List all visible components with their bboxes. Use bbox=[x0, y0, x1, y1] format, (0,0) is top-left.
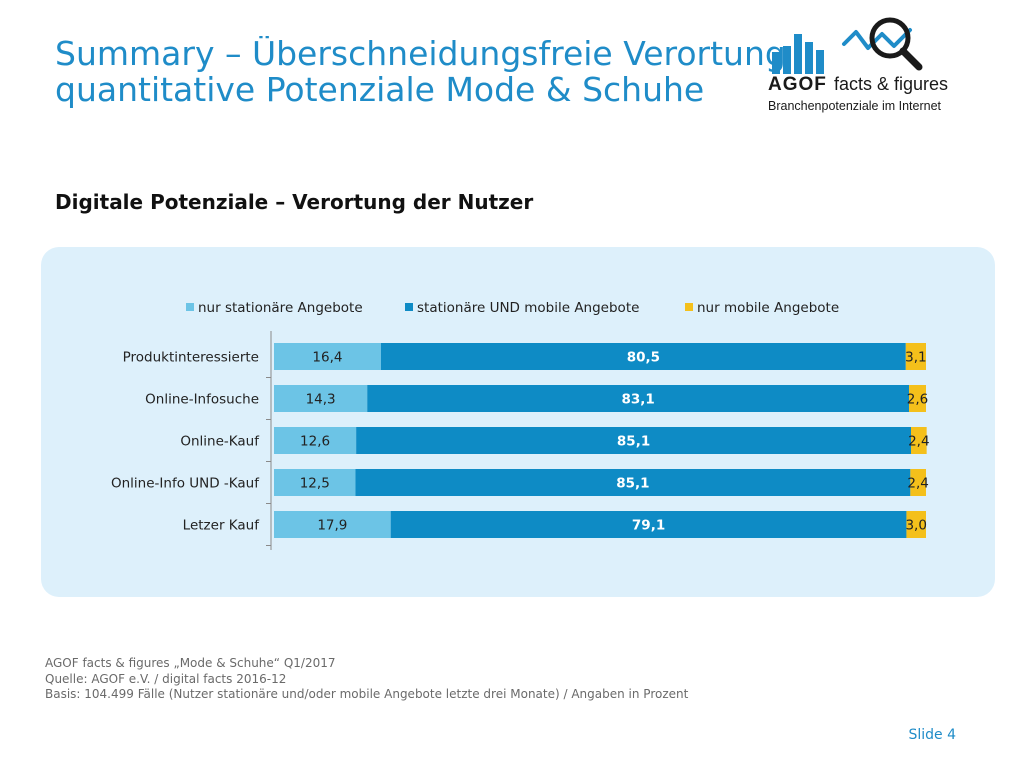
legend-swatch-3 bbox=[685, 303, 693, 311]
bar-segment-3 bbox=[911, 427, 927, 454]
chart-subtitle: Digitale Potenziale – Verortung der Nutz… bbox=[55, 190, 534, 214]
bar-segment-2 bbox=[367, 385, 910, 412]
data-label: 12,6 bbox=[300, 434, 330, 450]
data-label: 17,9 bbox=[317, 518, 347, 534]
legend-label-3: nur mobile Angebote bbox=[697, 300, 839, 316]
bar-segment-1 bbox=[274, 343, 381, 370]
data-label: 14,3 bbox=[306, 392, 336, 408]
data-label: 2,6 bbox=[907, 392, 928, 408]
logo-caption: Branchenpotenziale im Internet bbox=[768, 99, 942, 113]
source-line-3: Basis: 104.499 Fälle (Nutzer stationäre … bbox=[45, 687, 689, 701]
logo-bars-icon bbox=[772, 34, 824, 74]
legend-label-1: nur stationäre Angebote bbox=[198, 300, 363, 316]
category-label: Produktinteressierte bbox=[123, 350, 259, 366]
data-label: 83,1 bbox=[621, 392, 654, 408]
bar-segment-1 bbox=[274, 469, 356, 496]
bar-segment-2 bbox=[356, 427, 912, 454]
category-label: Letzer Kauf bbox=[183, 518, 261, 534]
logo-magnifier-icon bbox=[842, 17, 923, 71]
data-label: 2,4 bbox=[907, 476, 928, 492]
slide-number: Slide 4 bbox=[908, 727, 956, 743]
source-notes: AGOF facts & figures „Mode & Schuhe“ Q1/… bbox=[45, 656, 688, 703]
bar-segment-3 bbox=[905, 343, 926, 370]
bar-segment-3 bbox=[909, 385, 926, 412]
slide-title-line-2: quantitative Potenziale Mode & Schuhe bbox=[55, 70, 705, 108]
data-label: 3,0 bbox=[905, 518, 926, 534]
category-label: Online-Kauf bbox=[180, 434, 260, 450]
bar-segment-1 bbox=[274, 427, 357, 454]
data-label: 16,4 bbox=[312, 350, 342, 366]
legend-label-2: stationäre UND mobile Angebote bbox=[417, 300, 639, 316]
bar-segment-1 bbox=[274, 385, 368, 412]
stacked-bar-chart: nur stationäre Angebote stationäre UND mo… bbox=[111, 300, 930, 550]
source-line-1: AGOF facts & figures „Mode & Schuhe“ Q1/… bbox=[45, 656, 336, 670]
data-label: 85,1 bbox=[617, 434, 650, 450]
data-label: 12,5 bbox=[300, 476, 330, 492]
agof-logo: AGOF facts & figures Branchenpotenziale … bbox=[768, 17, 948, 113]
bar-segment-1 bbox=[274, 511, 391, 538]
slide-title: Summary – Überschneidungsfreie Verortung… bbox=[55, 36, 815, 108]
category-label: Online-Infosuche bbox=[145, 392, 259, 408]
bar-segment-3 bbox=[910, 469, 926, 496]
source-line-2: Quelle: AGOF e.V. / digital facts 2016-1… bbox=[45, 671, 287, 686]
data-label: 2,4 bbox=[908, 434, 929, 450]
data-label: 85,1 bbox=[616, 476, 649, 492]
logo-brand: AGOF bbox=[768, 74, 827, 95]
bar-segment-2 bbox=[355, 469, 911, 496]
legend-swatch-2 bbox=[405, 303, 413, 311]
data-label: 79,1 bbox=[632, 518, 665, 534]
data-label: 80,5 bbox=[627, 350, 660, 366]
slide-title-line-1: Summary – Überschneidungsfreie Verortung bbox=[55, 36, 786, 73]
chart-panel bbox=[41, 247, 995, 597]
category-label: Online-Info UND -Kauf bbox=[111, 476, 260, 492]
logo-tagline: facts & figures bbox=[834, 74, 948, 94]
bar-segment-3 bbox=[906, 511, 926, 538]
legend-swatch-1 bbox=[186, 303, 194, 311]
data-label: 3,1 bbox=[905, 350, 926, 366]
bar-segment-2 bbox=[380, 343, 906, 370]
bar-segment-2 bbox=[390, 511, 907, 538]
